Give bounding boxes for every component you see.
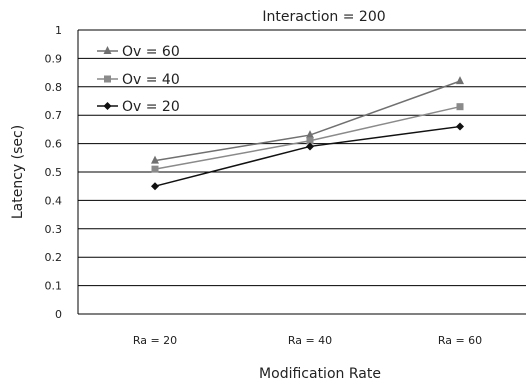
data-point <box>151 155 159 164</box>
x-axis-title: Modification Rate <box>259 366 381 382</box>
series-line <box>154 80 461 162</box>
data-point <box>151 182 159 191</box>
y-tick-label: 0.8 <box>45 81 63 94</box>
x-tick-label: Ra = 20 <box>133 334 177 347</box>
y-tick-label: 0.9 <box>45 52 63 65</box>
data-point <box>306 137 314 145</box>
chart-title: Interaction = 200 <box>262 9 385 25</box>
data-point <box>456 103 464 111</box>
legend-label: Ov = 40 <box>122 72 180 88</box>
y-tick-label: 0.6 <box>45 138 63 151</box>
legend: Ov = 60 Ov = 40 Ov = 20 <box>97 44 180 115</box>
y-tick-label: 0.5 <box>45 166 63 179</box>
y-tick-label: 0.4 <box>45 194 63 207</box>
y-tick-label: 1 <box>55 24 62 37</box>
legend-marker <box>104 75 111 83</box>
y-tick-labels: 0 0.1 0.2 0.3 0.4 0.5 0.6 0.7 0.8 0.9 1 <box>45 24 63 321</box>
data-point <box>151 165 159 173</box>
data-point <box>306 142 314 151</box>
y-tick-label: 0.7 <box>45 109 63 122</box>
legend-marker <box>103 46 112 54</box>
x-tick-labels: Ra = 20 Ra = 40 Ra = 60 <box>133 334 482 347</box>
data-point <box>306 130 314 139</box>
x-tick-label: Ra = 40 <box>288 334 332 347</box>
legend-marker <box>103 102 112 110</box>
legend-label: Ov = 60 <box>122 44 180 60</box>
x-tick-label: Ra = 60 <box>438 334 482 347</box>
y-tick-label: 0 <box>55 308 62 321</box>
data-point <box>456 122 464 131</box>
y-tick-label: 0.1 <box>45 280 63 293</box>
series-group <box>151 76 464 191</box>
y-tick-label: 0.3 <box>45 223 63 236</box>
y-axis-title: Latency (sec) <box>10 125 26 219</box>
data-point <box>456 76 464 85</box>
y-tick-label: 0.2 <box>45 251 63 264</box>
legend-label: Ov = 20 <box>122 99 180 115</box>
